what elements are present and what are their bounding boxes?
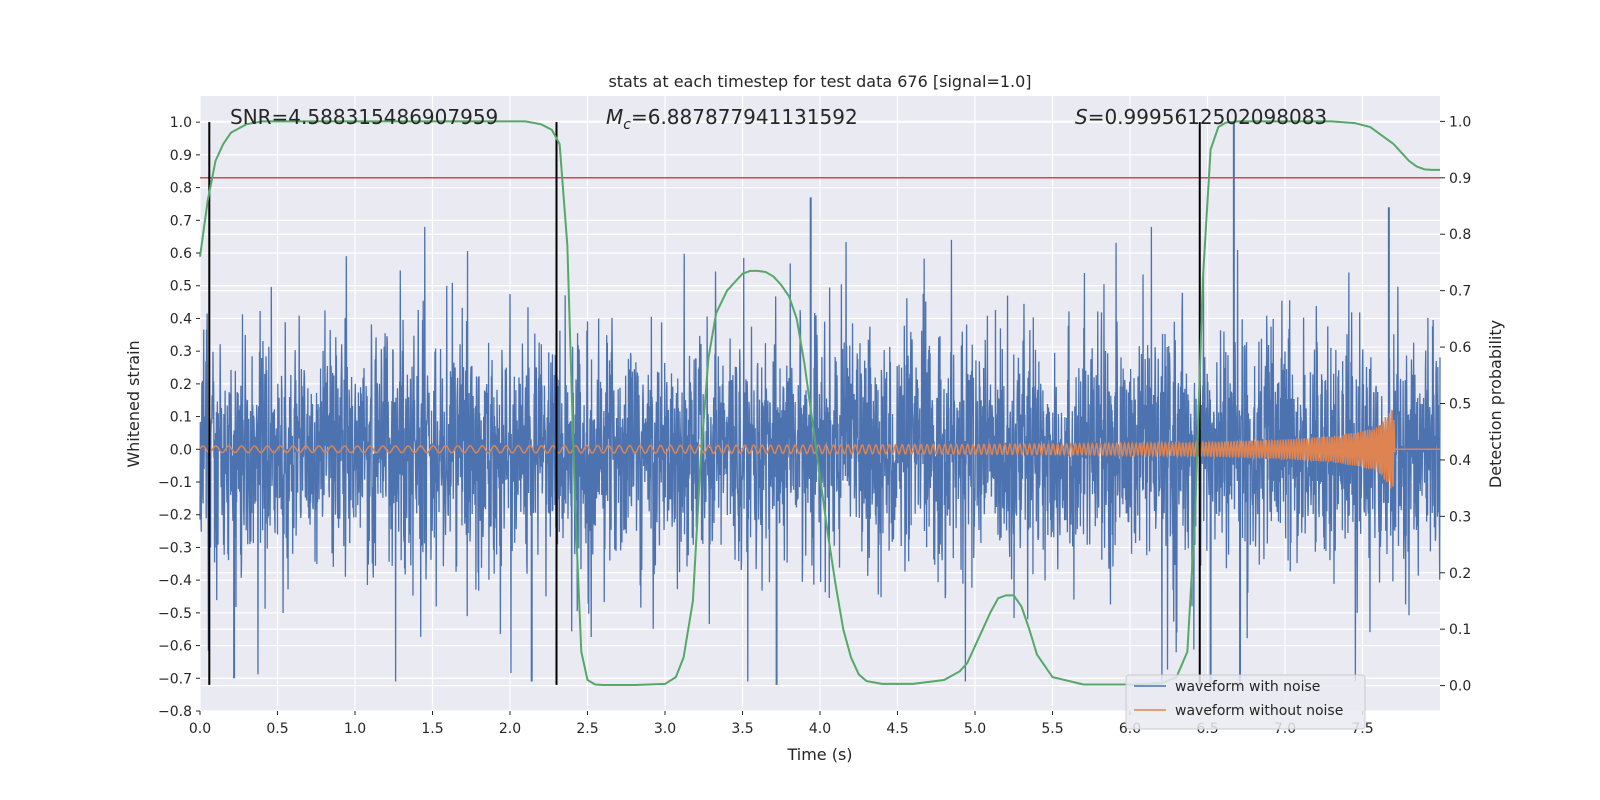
y2-tick-label: 0.4 [1449, 453, 1471, 469]
y-tick-label: 0.6 [170, 246, 192, 262]
legend: waveform with noise waveform without noi… [1125, 674, 1366, 730]
y-tick-label: 0.4 [170, 311, 192, 327]
y2-tick-label: 0.5 [1449, 397, 1471, 413]
legend-box [1125, 674, 1366, 730]
y2-tick-label: 1.0 [1449, 114, 1471, 130]
y2-tick-label: 0.8 [1449, 227, 1471, 243]
series-waveform-without-noise [199, 409, 1440, 489]
y-axis-label: Whitened strain [124, 340, 143, 467]
y2-tick-label: 0.1 [1449, 622, 1471, 638]
y2-axis-label: Detection probability [1486, 320, 1505, 488]
y2-tick-label: 0.9 [1449, 171, 1471, 187]
y-tick-label: 0.0 [170, 442, 192, 458]
chirp-mass-value: =6.887877941131592 [631, 105, 858, 129]
x-tick-label: 5.5 [1041, 721, 1063, 737]
legend-label-with-noise: waveform with noise [1175, 679, 1320, 695]
y-tick-label: 0.9 [170, 148, 192, 164]
y-tick-label: 0.8 [170, 181, 192, 197]
x-tick-label: 1.0 [344, 721, 366, 737]
y-tick-label: −0.3 [158, 540, 192, 556]
y-axis-ticks: 1.0 0.9 0.8 0.7 0.6 0.5 0.4 0.3 0.2 0.1 0.0 −0.1 −0.… [158, 115, 200, 720]
chirp-trace [199, 409, 1440, 489]
y-tick-label: 0.7 [170, 213, 192, 229]
y2-tick-label: 0.6 [1449, 340, 1471, 356]
score-annotation: S=0.9995612502098083 [1075, 105, 1327, 129]
y-tick-label: −0.6 [158, 639, 192, 655]
y-tick-label: 0.5 [170, 279, 192, 295]
x-tick-label: 5.0 [964, 721, 986, 737]
x-tick-label: 4.5 [886, 721, 908, 737]
chirp-mass-subscript: c [623, 117, 631, 133]
chirp-mass-symbol: M [606, 105, 623, 129]
snr-annotation: SNR=4.588315486907959 [230, 105, 498, 129]
x-tick-label: 1.5 [421, 721, 443, 737]
y-tick-label: −0.5 [158, 606, 192, 622]
y-tick-label: −0.1 [158, 475, 192, 491]
y2-tick-label: 0.7 [1449, 284, 1471, 300]
legend-label-without-noise: waveform without noise [1175, 703, 1343, 719]
x-tick-label: 2.0 [499, 721, 521, 737]
x-tick-label: 0.5 [266, 721, 288, 737]
x-axis-label: Time (s) [786, 745, 852, 764]
y2-tick-label: 0.0 [1449, 679, 1471, 695]
y-tick-label: 0.1 [170, 410, 192, 426]
y2-axis-ticks: 1.0 0.9 0.8 0.7 0.6 0.5 0.4 0.3 0.2 0.1 0.0 [1440, 114, 1471, 695]
chirp-mass-annotation: Mc=6.887877941131592 [606, 105, 858, 133]
series-detection-probability [199, 120, 1440, 687]
x-tick-label: 4.0 [809, 721, 831, 737]
y2-tick-label: 0.3 [1449, 509, 1471, 525]
x-tick-label: 2.5 [576, 721, 598, 737]
y-tick-label: −0.2 [158, 508, 192, 524]
score-symbol: S [1075, 105, 1088, 129]
chart-title: stats at each timestep for test data 676… [608, 72, 1031, 91]
x-tick-label: 0.0 [189, 721, 211, 737]
y-tick-label: −0.4 [158, 573, 192, 589]
x-tick-label: 3.5 [731, 721, 753, 737]
y-tick-label: −0.7 [158, 671, 192, 687]
probability-trace [199, 120, 1440, 687]
y-tick-label: 1.0 [170, 115, 192, 131]
y-tick-label: −0.8 [158, 704, 192, 720]
score-value: =0.9995612502098083 [1088, 105, 1327, 129]
x-tick-label: 3.0 [654, 721, 676, 737]
y-tick-label: 0.3 [170, 344, 192, 360]
y-tick-label: 0.2 [170, 377, 192, 393]
y2-tick-label: 0.2 [1449, 566, 1471, 582]
